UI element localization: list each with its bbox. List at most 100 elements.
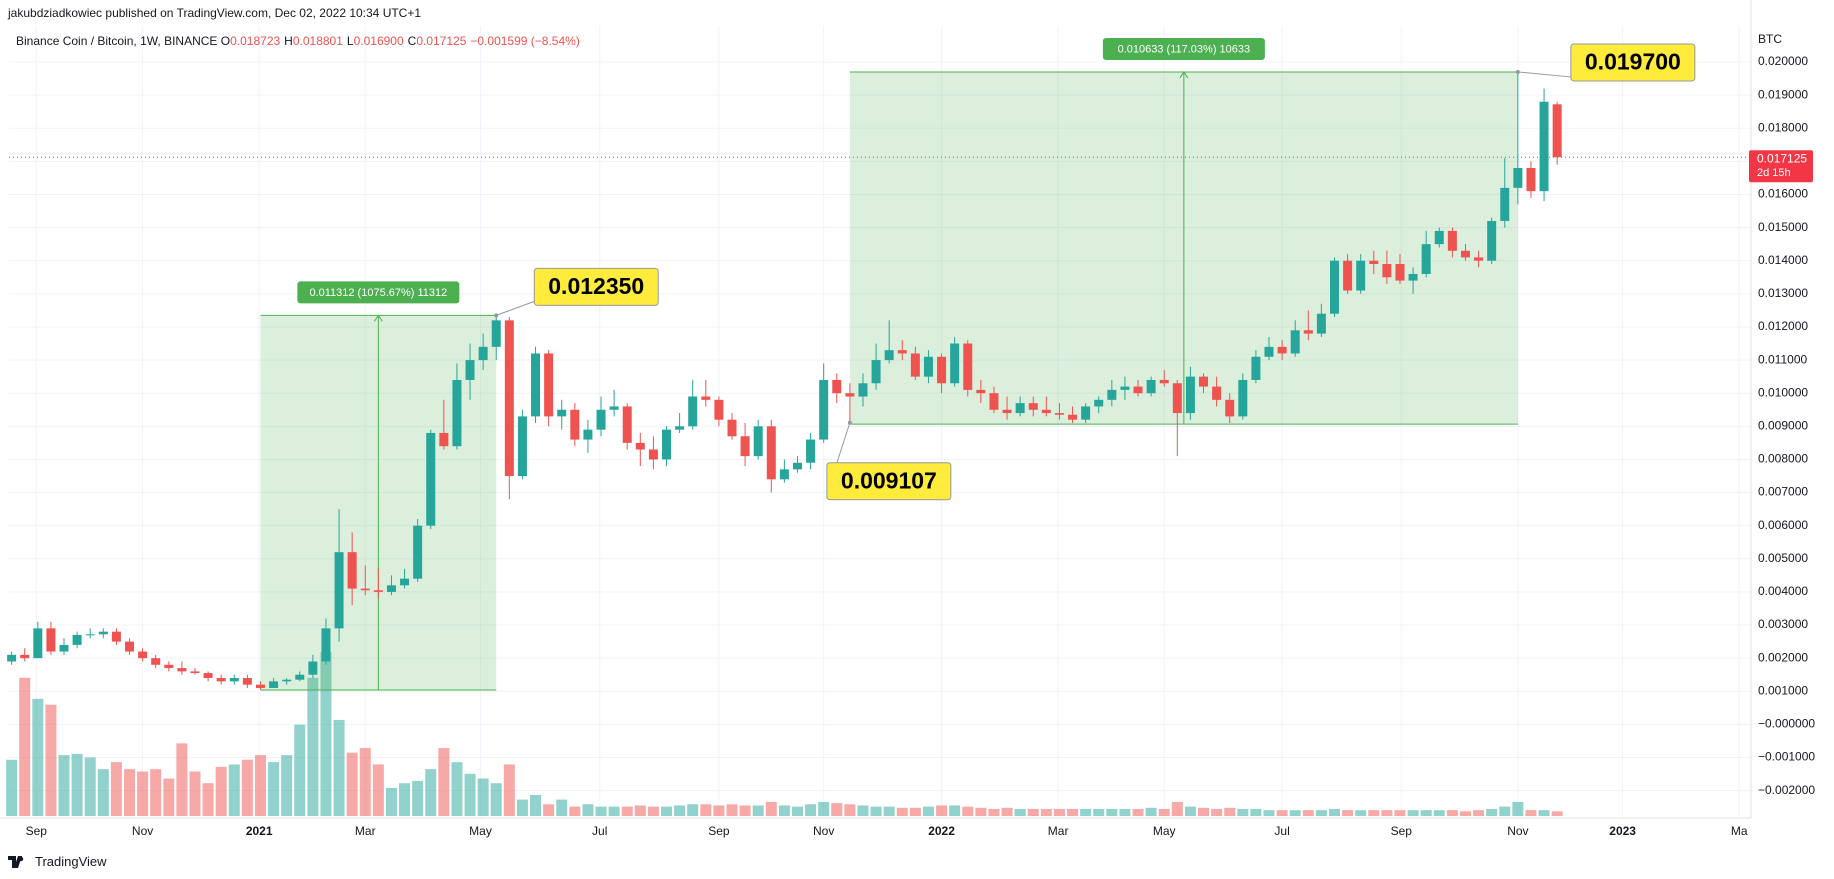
volume-bar [19, 677, 31, 816]
legend: Binance Coin / Bitcoin, 1W, BINANCE O0.0… [16, 34, 584, 48]
candle-body [216, 678, 226, 682]
candle-body [7, 654, 17, 662]
volume-bar [1420, 810, 1432, 816]
y-tick-label: 0.018000 [1758, 120, 1808, 134]
candle-body [871, 360, 881, 384]
candle-body [740, 436, 750, 457]
x-tick-label: Ma [1731, 824, 1748, 838]
volume-bar [516, 799, 528, 816]
candle-body [1146, 379, 1156, 394]
candle-body [1277, 346, 1287, 354]
volume-bar [412, 780, 424, 816]
volume-bar [1551, 811, 1563, 816]
volume-bar [97, 769, 109, 816]
measure-arrowhead [373, 314, 383, 322]
y-tick-label: 0.012000 [1758, 319, 1808, 333]
candle-body [910, 353, 920, 377]
volume-bar [399, 783, 411, 816]
volume-bar [1263, 810, 1275, 816]
volume-bar [1538, 810, 1550, 816]
candle-body [937, 356, 947, 384]
volume-bar [805, 804, 817, 816]
y-tick-label: 0.014000 [1758, 253, 1808, 267]
candle-body [1447, 230, 1457, 251]
x-tick-label: Sep [708, 824, 730, 838]
candle-body [1408, 273, 1418, 281]
candle-body [1054, 413, 1064, 415]
y-tick-label: 0.019000 [1758, 87, 1808, 101]
candle-body [570, 409, 580, 440]
callout-anchor [1515, 69, 1520, 74]
volume-bar [176, 743, 188, 816]
candle-body [164, 664, 174, 669]
volume-bar [202, 783, 214, 816]
volume-bar [1184, 806, 1196, 816]
y-unit: BTC [1758, 32, 1782, 46]
x-tick-label: Sep [26, 824, 48, 838]
measure-arrowhead [1179, 71, 1189, 79]
candle-body [1068, 414, 1078, 420]
candle-body [1199, 376, 1209, 387]
candle-body [1185, 376, 1195, 414]
y-tick-label: 0.006000 [1758, 518, 1808, 532]
candle-body [1500, 187, 1510, 221]
legend-value: 0.018723 [230, 34, 281, 48]
candle-body [635, 442, 645, 450]
callout-label: 0.009107 [841, 467, 937, 493]
volume-bar [359, 748, 371, 816]
volume-bar [1276, 810, 1288, 816]
callout-box [533, 267, 659, 306]
x-tick-label: Nov [132, 824, 153, 838]
volume-bar [569, 806, 581, 816]
volume-bar [1459, 811, 1471, 816]
candle-body [1552, 104, 1562, 158]
candle-body [845, 393, 855, 397]
candle-body [1002, 409, 1012, 414]
callout-box [826, 462, 952, 501]
volume-bar [896, 807, 908, 816]
candle-body [1225, 399, 1235, 417]
volume-bar [333, 719, 345, 816]
volume-bar [752, 805, 764, 816]
candle-body [282, 679, 292, 682]
candle-body [400, 578, 410, 586]
candle-body [963, 343, 973, 390]
callout-label: 0.012350 [548, 273, 644, 299]
candle-body [229, 678, 239, 682]
volume-bar [1512, 801, 1524, 816]
volume-bar [1433, 810, 1445, 816]
candle-body [478, 346, 488, 361]
volume-bar [45, 704, 57, 816]
volume-bar [1145, 807, 1157, 816]
candle-body [517, 416, 527, 477]
candle-body [1081, 406, 1091, 420]
measure-label: 0.010633 (117.03%) 10633 [1118, 43, 1251, 55]
candle-body [688, 396, 698, 427]
candle-body [295, 674, 305, 680]
y-tick-label: 0.007000 [1758, 485, 1808, 499]
volume-bar [1211, 808, 1223, 816]
candle-body [439, 432, 449, 447]
candle-body [1434, 230, 1444, 245]
candle-body [609, 406, 619, 410]
volume-bar [595, 806, 607, 816]
volume-bar [1342, 810, 1354, 816]
candle-body [190, 671, 200, 674]
candle-body [1526, 167, 1536, 192]
candle-body [531, 353, 541, 417]
candle-body [426, 432, 436, 526]
volume-bar [1499, 806, 1511, 816]
candle-body [858, 383, 868, 397]
candle-body [1120, 386, 1130, 390]
measure-label-box [1102, 37, 1265, 60]
volume-bar [608, 806, 620, 816]
candle-body [1474, 257, 1484, 261]
candle-body [1264, 346, 1274, 357]
candle-body [976, 389, 986, 394]
y-tick-label: 0.016000 [1758, 187, 1808, 201]
volume-bar [687, 804, 699, 816]
candle-body [1015, 403, 1025, 414]
candle-body [98, 631, 108, 635]
callout-anchor [494, 313, 499, 318]
